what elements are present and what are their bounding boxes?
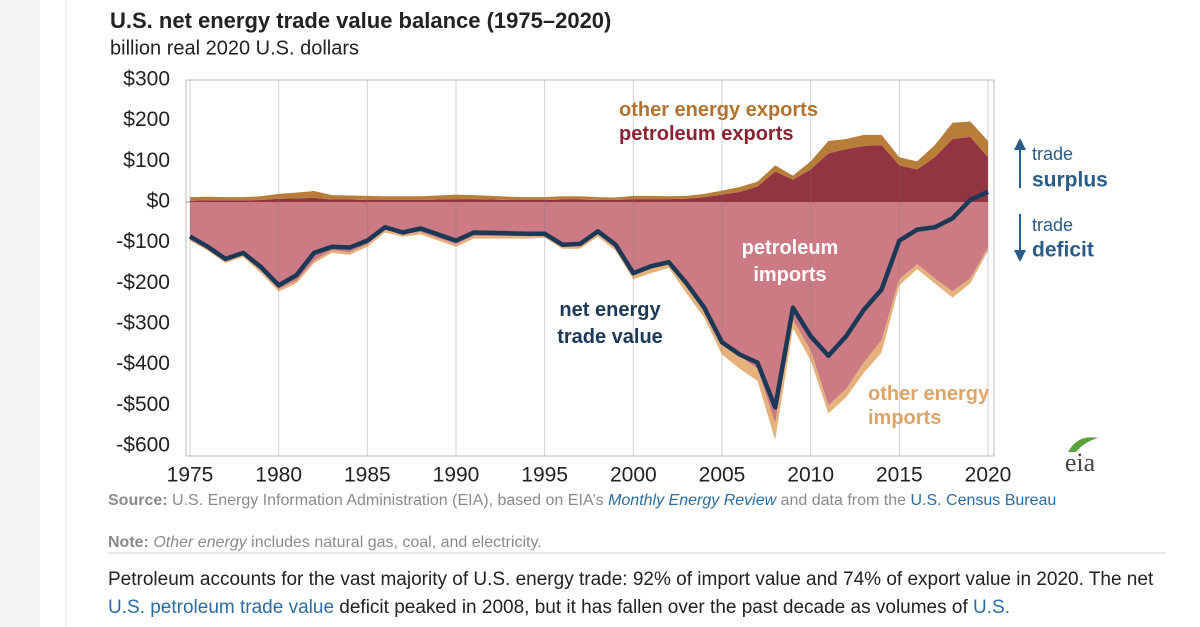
annotation: trade <box>1032 215 1073 235</box>
y-tick-label: $300 <box>123 68 170 91</box>
annotation: deficit <box>1032 239 1094 262</box>
x-tick-label: 2010 <box>787 464 834 487</box>
area <box>190 136 988 202</box>
source-text: U.S. Energy Information Administration (… <box>167 492 609 509</box>
x-tick-label: 2000 <box>610 464 657 487</box>
x-tick-label: 1990 <box>433 464 480 487</box>
note-term: Other energy <box>153 534 247 551</box>
y-tick-label: -$100 <box>116 230 170 253</box>
y-tick-label: -$400 <box>116 352 170 375</box>
layers: $300 $200 $100 $0 -$100 -$200 -$300 -$400 -$500 -… <box>116 68 1011 487</box>
y-tick-label: $0 <box>147 190 170 213</box>
chart-subtitle: billion real 2020 U.S. dollars <box>110 37 359 59</box>
x-tick-label: 1995 <box>521 464 568 487</box>
source-link[interactable]: Monthly Energy Review <box>608 492 777 509</box>
series-label: other energy exports <box>619 99 818 121</box>
x-tick-label: 1975 <box>167 464 214 487</box>
paragraph-text: deficit peaked in 2008, but it has falle… <box>334 597 974 618</box>
y-tick-label: -$600 <box>116 434 170 457</box>
logo: eia <box>1065 448 1096 477</box>
y-tick-label: -$300 <box>116 312 170 335</box>
source: Source: U.S. Energy Information Administ… <box>108 491 1168 511</box>
paragraph-link[interactable]: U.S. <box>973 597 1010 618</box>
note-label: Note: <box>108 534 149 551</box>
y-tick-label: -$200 <box>116 271 170 294</box>
surplus-arrow-head <box>1014 138 1026 150</box>
sidebar <box>0 0 40 627</box>
note-text: includes natural gas, coal, and electric… <box>246 534 542 551</box>
paragraph-text: Petroleum accounts for the vast majority… <box>108 569 1154 590</box>
annotation: surplus <box>1032 169 1108 192</box>
note: Note: Other energy includes natural gas,… <box>108 533 1168 553</box>
series-label: net energy trade value <box>557 299 663 348</box>
annotation: trade <box>1032 144 1073 164</box>
chart-title: U.S. net energy trade value balance (197… <box>110 8 611 33</box>
x-tick-label: 1980 <box>255 464 302 487</box>
source-link[interactable]: U.S. Census Bureau <box>910 492 1057 509</box>
x-tick-label: 2020 <box>965 464 1012 487</box>
y-tick-label: $100 <box>123 149 170 172</box>
deficit-arrow-head <box>1014 250 1026 262</box>
x-tick-label: 2015 <box>876 464 923 487</box>
area <box>190 202 988 424</box>
y-tick-label: -$500 <box>116 393 170 416</box>
series-label: petroleum exports <box>619 123 794 145</box>
x-tick-label: 1985 <box>344 464 391 487</box>
x-tick-label: 2005 <box>699 464 746 487</box>
series-label: petroleum imports <box>741 237 839 286</box>
source-text: and data from the <box>776 492 911 509</box>
series-label: other energy imports <box>868 383 990 429</box>
plot-frame <box>185 79 995 457</box>
y-tick-label: $200 <box>123 108 170 131</box>
logo-leaf <box>1068 437 1098 452</box>
line <box>188 189 989 410</box>
paragraph: Petroleum accounts for the vast majority… <box>108 566 1173 622</box>
source-label: Source: <box>108 492 168 509</box>
paragraph-link[interactable]: U.S. petroleum trade value <box>108 597 335 618</box>
